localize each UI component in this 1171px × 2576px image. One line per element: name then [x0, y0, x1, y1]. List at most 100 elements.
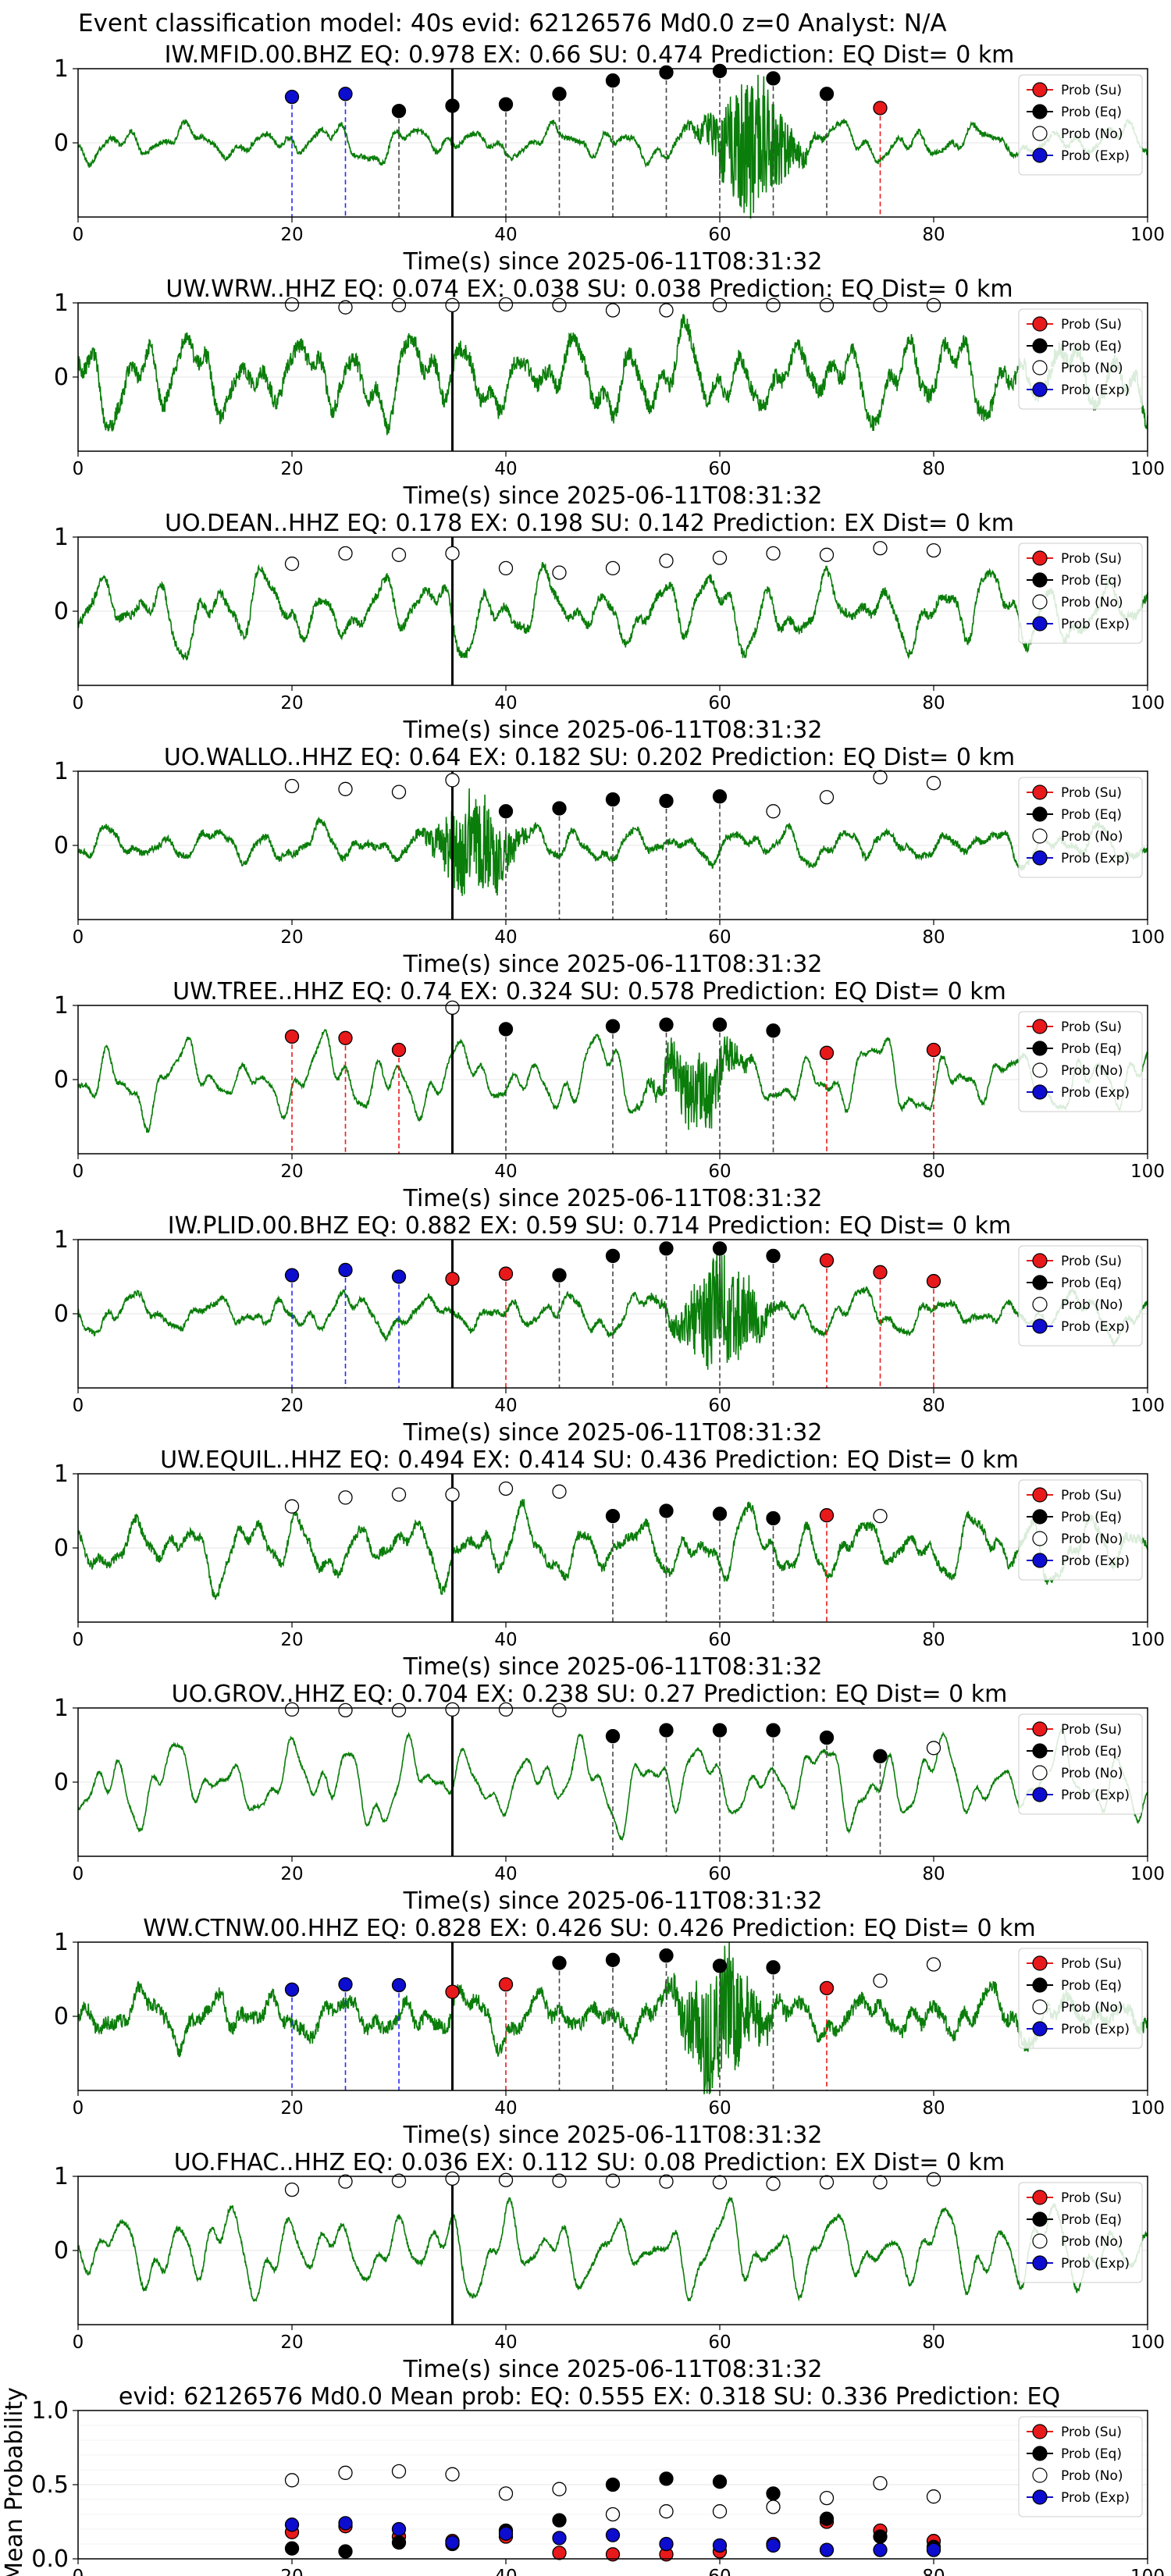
- y-tick-label: 1: [54, 1461, 69, 1488]
- legend-box: [1018, 2182, 1143, 2283]
- waveform-trace: [77, 1028, 1148, 1133]
- mean-marker-su: [605, 2547, 621, 2562]
- x-tick-label: 100: [1130, 1630, 1165, 1650]
- legend-label-su: Prob (Su): [1061, 1488, 1122, 1503]
- x-tick-label: 60: [708, 1864, 731, 1884]
- x-tick-label: 20: [280, 459, 303, 479]
- legend-label-no: Prob (No): [1061, 595, 1123, 610]
- legend-label-su: Prob (Su): [1061, 317, 1122, 333]
- legend-marker-exp: [1032, 1318, 1048, 1334]
- legend-marker-no: [1032, 1765, 1048, 1781]
- legend-marker-no: [1032, 360, 1048, 375]
- prob-marker-no: [766, 546, 781, 561]
- prob-marker-no: [873, 297, 888, 313]
- mean-marker-no: [284, 2473, 300, 2488]
- y-tick-label: 0: [54, 2003, 69, 2030]
- x-tick-label: 60: [708, 225, 731, 245]
- mean-marker-no: [659, 2504, 674, 2519]
- legend-label-no: Prob (No): [1061, 2000, 1123, 2016]
- mean-marker-no: [391, 2464, 407, 2479]
- panel-title: IW.MFID.00.BHZ EQ: 0.978 EX: 0.66 SU: 0.…: [165, 41, 1015, 69]
- prob-marker-su: [284, 1029, 300, 1044]
- x-tick-label: 60: [708, 693, 731, 713]
- prob-marker-no: [338, 1490, 353, 1505]
- x-tick-label: 0: [73, 2567, 84, 2576]
- waveform-trace: [77, 1248, 1148, 1370]
- prob-marker-exp: [338, 1262, 353, 1278]
- x-tick-label: 20: [280, 927, 303, 948]
- legend-marker-exp: [1032, 2021, 1048, 2037]
- mean-marker-no: [552, 2482, 567, 2496]
- legend-label-eq: Prob (Eq): [1061, 573, 1122, 589]
- legend-marker-no: [1032, 1999, 1048, 2015]
- prob-marker-no: [391, 785, 407, 799]
- mean-marker-exp: [819, 2542, 835, 2557]
- mean-marker-no: [712, 2504, 728, 2519]
- legend-marker-exp: [1032, 2489, 1048, 2505]
- prob-marker-no: [552, 565, 567, 580]
- x-tick-label: 100: [1130, 2567, 1165, 2576]
- legend-label-eq: Prob (Eq): [1061, 339, 1122, 354]
- prob-marker-eq: [605, 792, 621, 807]
- legend-marker-exp: [1032, 2255, 1048, 2271]
- prob-marker-eq: [712, 1959, 728, 1973]
- x-tick-label: 0: [73, 1162, 84, 1182]
- prob-marker-no: [552, 1703, 567, 1718]
- legend-label-no: Prob (No): [1061, 2468, 1123, 2484]
- legend-label-exp: Prob (Exp): [1061, 2490, 1130, 2506]
- prob-marker-no: [712, 297, 728, 313]
- waveform-trace: [77, 562, 1148, 660]
- panel-2: UO.DEAN..HHZ EQ: 0.178 EX: 0.198 SU: 0.1…: [54, 510, 1165, 744]
- prob-marker-exp: [391, 1977, 407, 1993]
- y-tick-label: 0: [54, 598, 69, 625]
- x-axis-label: Time(s) since 2025-06-11T08:31:32: [403, 1653, 823, 1681]
- legend-label-exp: Prob (Exp): [1061, 1788, 1130, 1803]
- mean-marker-no: [766, 2500, 781, 2514]
- prob-marker-no: [766, 297, 781, 313]
- prob-marker-eq: [873, 1749, 888, 1763]
- legend-marker-su: [1032, 1253, 1048, 1268]
- x-tick-label: 40: [494, 1162, 517, 1182]
- legend-marker-su: [1032, 2424, 1048, 2439]
- panel-0: IW.MFID.00.BHZ EQ: 0.978 EX: 0.66 SU: 0.…: [54, 41, 1165, 276]
- y-tick-label: 1: [54, 524, 69, 551]
- prob-marker-no: [766, 2176, 781, 2191]
- legend-label-su: Prob (Su): [1061, 551, 1122, 567]
- legend-marker-eq: [1032, 1977, 1048, 1993]
- prob-marker-eq: [498, 1022, 514, 1037]
- legend-label-eq: Prob (Eq): [1061, 2212, 1122, 2228]
- legend-box: [1018, 1713, 1143, 1815]
- prob-marker-no: [445, 1000, 460, 1015]
- panel-title: UW.EQUIL..HHZ EQ: 0.494 EX: 0.414 SU: 0.…: [160, 1446, 1019, 1474]
- prob-marker-no: [605, 560, 621, 576]
- x-tick-label: 40: [494, 2332, 517, 2353]
- prob-marker-no: [926, 543, 941, 558]
- prob-marker-eq: [552, 87, 567, 101]
- prob-marker-no: [819, 2175, 835, 2190]
- prob-marker-no: [873, 2175, 888, 2190]
- x-tick-label: 0: [73, 2332, 84, 2353]
- x-tick-label: 80: [922, 1396, 945, 1416]
- x-axis-label: Time(s) since 2025-06-11T08:31:32: [403, 717, 823, 744]
- legend-marker-eq: [1032, 2446, 1048, 2461]
- legend-label-no: Prob (No): [1061, 361, 1123, 376]
- prob-marker-no: [391, 1487, 407, 1502]
- x-axis-label: Time(s) since 2025-06-11T08:31:32: [403, 2122, 823, 2149]
- prob-marker-eq: [659, 793, 674, 809]
- x-tick-label: 60: [708, 1630, 731, 1650]
- prob-marker-su: [498, 1976, 514, 1992]
- legend-marker-exp: [1032, 148, 1048, 163]
- legend-label-exp: Prob (Exp): [1061, 2256, 1130, 2272]
- prob-marker-eq: [445, 98, 460, 113]
- prob-marker-su: [498, 1266, 514, 1281]
- legend-box: [1018, 1479, 1143, 1581]
- legend-marker-su: [1032, 1487, 1048, 1503]
- prob-marker-no: [552, 2173, 567, 2188]
- legend-marker-eq: [1032, 572, 1048, 588]
- panels-group: IW.MFID.00.BHZ EQ: 0.978 EX: 0.66 SU: 0.…: [1, 41, 1165, 2576]
- prob-marker-exp: [284, 1268, 300, 1283]
- legend-label-exp: Prob (Exp): [1061, 1319, 1130, 1335]
- legend-marker-su: [1032, 1019, 1048, 1034]
- x-tick-label: 40: [494, 1630, 517, 1650]
- x-tick-label: 100: [1130, 693, 1165, 713]
